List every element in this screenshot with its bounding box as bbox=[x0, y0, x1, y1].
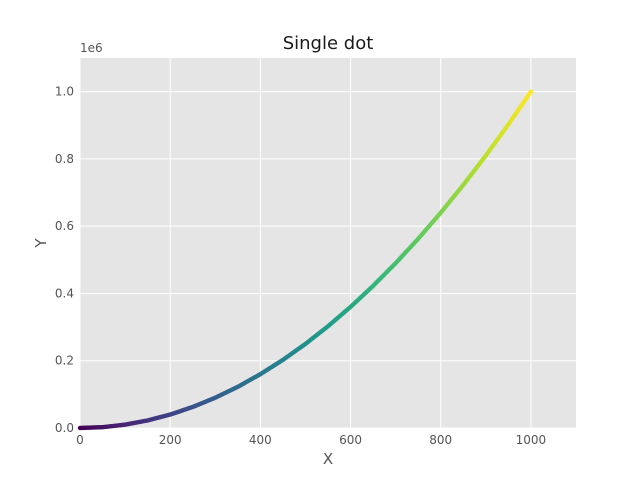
y-offset-text: 1e6 bbox=[80, 41, 103, 55]
x-tick-label: 1000 bbox=[516, 433, 547, 447]
chart-title: Single dot bbox=[283, 33, 374, 54]
grid bbox=[79, 58, 576, 429]
y-axis-label: Y bbox=[32, 238, 50, 249]
y-tick-label: 0.6 bbox=[55, 219, 74, 233]
x-tick-label: 600 bbox=[339, 433, 362, 447]
y-tick-label: 0.2 bbox=[55, 354, 74, 368]
x-tick-labels: 0 200 400 600 800 1000 bbox=[76, 433, 546, 447]
y-tick-labels: 0.0 0.2 0.4 0.6 0.8 1.0 bbox=[55, 85, 74, 435]
y-tick-label: 0.8 bbox=[55, 152, 74, 166]
x-tick-label: 400 bbox=[249, 433, 272, 447]
x-tick-label: 800 bbox=[429, 433, 452, 447]
scatter-point bbox=[528, 89, 534, 94]
scatter-points bbox=[77, 89, 534, 431]
y-tick-label: 1.0 bbox=[55, 85, 74, 99]
y-tick-label: 0.0 bbox=[55, 421, 74, 435]
x-axis-label: X bbox=[323, 450, 333, 468]
y-tick-label: 0.4 bbox=[55, 286, 74, 300]
x-tick-label: 200 bbox=[159, 433, 182, 447]
x-tick-label: 0 bbox=[76, 433, 84, 447]
plot-area bbox=[80, 58, 576, 428]
